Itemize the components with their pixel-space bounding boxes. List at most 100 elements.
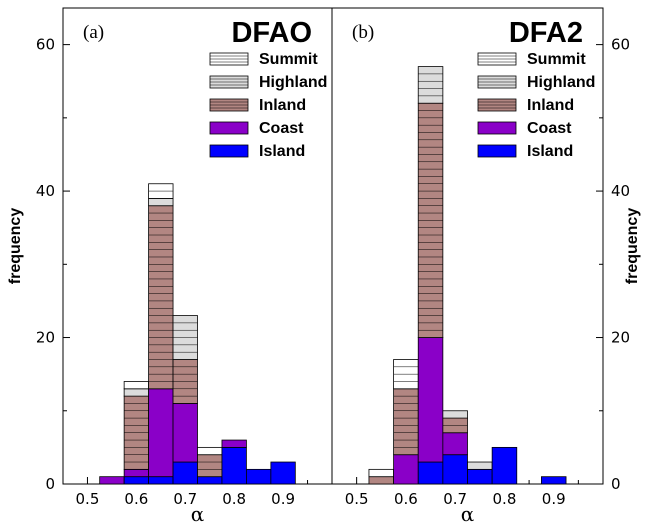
x-axis-title: α xyxy=(461,502,475,525)
y-axis-title: frequency xyxy=(7,208,24,285)
bar-fill xyxy=(417,461,444,485)
legend: Summit Highland Inland Coast Island xyxy=(477,51,595,160)
x-tick-label: 0.8 xyxy=(222,490,246,508)
x-axis-title: α xyxy=(191,502,205,525)
x-tick-label: 0.9 xyxy=(542,490,566,508)
legend: Summit Highland Inland Coast Island xyxy=(209,51,327,160)
panel-title: DFA2 xyxy=(509,17,583,49)
bar-segment-coast xyxy=(417,337,444,463)
legend-item-coast: Coast xyxy=(477,120,572,137)
bar-segment-coast xyxy=(221,439,247,448)
bar-segment-summit xyxy=(148,183,174,199)
y-ticks: 0 20 40 60 xyxy=(36,36,70,493)
bar-segment-highland xyxy=(148,197,174,207)
legend-label: Inland xyxy=(259,97,306,114)
legend-label: Island xyxy=(527,143,573,160)
legend-label: Highland xyxy=(259,74,327,91)
bar-fill xyxy=(148,476,174,485)
bar-segment-inland xyxy=(172,359,198,404)
bar-segment-inland xyxy=(148,205,174,390)
legend-swatch xyxy=(477,144,517,158)
legend-label: Coast xyxy=(259,120,304,137)
bar-segment-coast xyxy=(393,454,419,485)
bar-segment-highland xyxy=(467,461,493,470)
bar-fill xyxy=(172,461,198,485)
bars xyxy=(99,183,296,485)
bar-fill xyxy=(123,476,149,485)
bar-fill xyxy=(541,476,567,485)
bar-fill xyxy=(148,388,174,478)
bar-segment-highland xyxy=(123,388,149,397)
bar-fill xyxy=(148,197,174,207)
bar-fill xyxy=(467,461,493,470)
bar-segment-island xyxy=(123,476,149,485)
x-tick-label: 0.5 xyxy=(76,490,100,508)
bar-segment-island xyxy=(541,476,567,485)
bar-fill xyxy=(197,446,223,456)
panel-letter: (b) xyxy=(352,22,374,43)
bar-fill xyxy=(442,454,468,485)
bar-fill xyxy=(417,337,444,463)
bar-fill xyxy=(221,439,247,448)
bar-segment-island xyxy=(148,476,174,485)
bar-fill xyxy=(442,432,468,456)
bar-segment-inland xyxy=(417,102,444,338)
legend-item-highland: Highland xyxy=(209,74,327,91)
bar-fill xyxy=(123,388,149,397)
bar-fill xyxy=(197,476,223,485)
y-tick-label: 0 xyxy=(611,475,621,493)
bar-fill xyxy=(197,454,223,478)
bar-segment-highland xyxy=(172,315,198,360)
bar-fill xyxy=(368,468,394,478)
bar-fill xyxy=(393,454,419,485)
bar-segment-inland xyxy=(197,454,223,478)
y-tick-label: 40 xyxy=(36,182,55,200)
bar-segment-highland xyxy=(442,410,468,419)
bar-segment-summit xyxy=(197,446,223,456)
legend-swatch xyxy=(209,121,249,135)
bar-segment-highland xyxy=(417,66,444,104)
legend-label: Summit xyxy=(527,51,586,68)
legend-label: Inland xyxy=(527,97,574,114)
legend-item-coast: Coast xyxy=(209,120,304,137)
y-tick-label: 0 xyxy=(45,475,55,493)
legend-label: Highland xyxy=(527,74,595,91)
bar-segment-summit xyxy=(393,359,419,390)
x-tick-label: 0.7 xyxy=(173,490,197,508)
legend-label: Island xyxy=(259,143,305,160)
bar-fill xyxy=(393,388,419,456)
bar-segment-coast xyxy=(148,388,174,478)
y-ticks: 0 20 40 60 xyxy=(596,36,630,493)
x-tick-label: 0.8 xyxy=(493,490,517,508)
bar-segment-island xyxy=(221,446,247,485)
bar-segment-summit xyxy=(123,381,149,390)
x-tick-label: 0.9 xyxy=(271,490,295,508)
x-tick-label: 0.5 xyxy=(345,490,369,508)
bar-fill xyxy=(270,461,296,485)
bar-segment-coast xyxy=(442,432,468,456)
legend-swatch xyxy=(477,121,517,135)
bar-segment-summit xyxy=(368,468,394,478)
legend-item-highland: Highland xyxy=(477,74,595,91)
bar-fill xyxy=(221,446,247,485)
legend-item-island: Island xyxy=(209,143,305,160)
bar-fill xyxy=(99,476,125,485)
bar-segment-island xyxy=(270,461,296,485)
bar-segment-island xyxy=(172,461,198,485)
legend-label: Coast xyxy=(527,120,572,137)
bar-fill xyxy=(467,468,493,485)
bars xyxy=(368,66,567,485)
bar-segment-coast xyxy=(172,403,198,463)
bar-segment-island xyxy=(442,454,468,485)
bar-fill xyxy=(442,410,468,419)
bar-segment-inland xyxy=(442,417,468,434)
bar-fill xyxy=(368,476,394,485)
y-tick-label: 20 xyxy=(611,329,630,347)
bar-segment-inland xyxy=(368,476,394,485)
x-tick-label: 0.7 xyxy=(443,490,467,508)
legend-swatch xyxy=(209,144,249,158)
bar-segment-inland xyxy=(393,388,419,456)
panel-title: DFAO xyxy=(231,17,312,49)
bar-fill xyxy=(491,446,518,485)
